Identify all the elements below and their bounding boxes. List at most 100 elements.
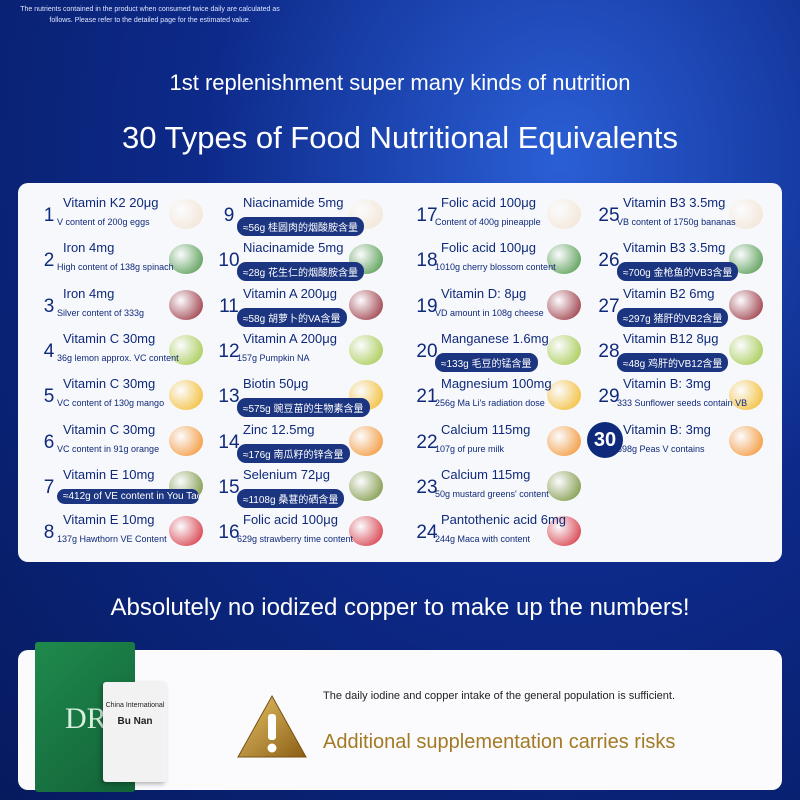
item-number: 15 bbox=[218, 476, 240, 498]
item-number: 10 bbox=[218, 250, 240, 272]
item-number: 6 bbox=[43, 431, 55, 453]
nutrient-item: 11 Vitamin A 200μg ≈58g 胡萝卜的VA含量 bbox=[215, 286, 395, 330]
food-equivalent: VB content of 1750g bananas bbox=[617, 217, 736, 227]
item-number: 25 bbox=[598, 205, 620, 226]
subtitle: 1st replenishment super many kinds of nu… bbox=[169, 70, 631, 95]
nutrient-item: 30 Vitamin B: 3mg 698g Peas V contains bbox=[587, 421, 775, 466]
nutrient-item: 6 Vitamin C 30mg VC content in 91g orange bbox=[35, 422, 215, 466]
nutrient-name: Vitamin B3 3.5mg bbox=[623, 240, 726, 256]
nutrient-name: Vitamin C 30mg bbox=[63, 330, 156, 346]
nutrient-item: 22 Calcium 115mg 107g of pure milk bbox=[413, 422, 593, 466]
booklet: China International Bu Nan bbox=[103, 682, 167, 782]
food-image bbox=[547, 470, 581, 501]
nutrient-name: Vitamin C 30mg bbox=[63, 376, 156, 392]
food-equivalent: 629g strawberry time content bbox=[237, 534, 354, 545]
food-image bbox=[547, 199, 581, 229]
nutrient-item: 21 Magnesium 100mg 256g Ma Li's radiation … bbox=[413, 376, 593, 420]
nutrient-name: Iron 4mg bbox=[63, 240, 115, 256]
food-equivalent: ≈58g 胡萝卜的VA含量 bbox=[237, 307, 347, 327]
food-equivalent: ≈700g 金枪鱼的VB3含量 bbox=[617, 262, 739, 282]
warning-text: Additional supplementation carries risks bbox=[323, 731, 676, 753]
item-number: 13 bbox=[218, 386, 240, 408]
food-image bbox=[349, 334, 383, 365]
banner: Absolutely no iodized copper to make up … bbox=[110, 594, 690, 621]
nutrient-name: Calcium 115mg bbox=[441, 466, 531, 482]
item-number: 20 bbox=[416, 340, 438, 362]
food-equivalent: VC content in 91g orange bbox=[57, 443, 160, 454]
item-number: 19 bbox=[416, 295, 438, 317]
nutrient-name: Vitamin B12 8μg bbox=[623, 330, 719, 346]
nutrient-name: Pantothenic acid 6mg bbox=[441, 512, 567, 528]
item-number: 4 bbox=[43, 340, 55, 362]
item-number: 24 bbox=[416, 522, 438, 544]
nutrient-item: 10 Niacinamide 5mg ≈28g 花生仁的烟酸胺含量 bbox=[215, 240, 395, 284]
item-number: 2 bbox=[43, 250, 55, 272]
item-number: 27 bbox=[598, 295, 620, 317]
food-image bbox=[169, 380, 203, 411]
food-equivalent: 36g lemon approx. VC content bbox=[57, 352, 179, 363]
food-image bbox=[547, 425, 581, 456]
nutrient-item: 7 Vitamin E 10mg ≈412g of VE content in Yo… bbox=[35, 467, 215, 511]
food-equivalent: ≈1108g 桑葚的硒含量 bbox=[237, 488, 345, 508]
food-image bbox=[729, 199, 763, 229]
food-image bbox=[169, 425, 203, 456]
food-image bbox=[349, 516, 383, 547]
nutrient-item: 26 Vitamin B3 3.5mg ≈700g 金枪鱼的VB3含量 bbox=[595, 240, 775, 284]
item-number: 26 bbox=[598, 250, 620, 272]
item-number: 11 bbox=[219, 295, 239, 317]
nutrient-item: 27 Vitamin B2 6mg ≈297g 猪肝的VB2含量 bbox=[595, 286, 775, 330]
nutrient-name: Folic acid 100μg bbox=[243, 512, 338, 528]
booklet-name: Bu Nan bbox=[117, 716, 153, 727]
nutrient-item: 9 Niacinamide 5mg ≈56g 桂圆肉的烟酸胺含量 bbox=[215, 195, 395, 239]
food-equivalent: ≈28g 花生仁的烟酸胺含量 bbox=[237, 262, 364, 282]
nutrient-item: 2 Iron 4mg High content of 138g spinach bbox=[35, 240, 215, 284]
nutrient-item: 3 Iron 4mg Silver content of 333g bbox=[35, 286, 215, 330]
statement: The daily iodine and copper intake of th… bbox=[323, 690, 676, 702]
food-image bbox=[349, 470, 383, 501]
item-number: 29 bbox=[598, 386, 620, 408]
food-equivalent: V content of 200g eggs bbox=[57, 217, 150, 227]
nutrient-name: Zinc 12.5mg bbox=[243, 421, 315, 437]
item-number: 21 bbox=[416, 386, 438, 408]
food-image bbox=[729, 380, 763, 411]
food-equivalent: Content of 400g pineapple bbox=[435, 217, 541, 227]
nutrient-name: Niacinamide 5mg bbox=[243, 195, 344, 210]
nutrient-name: Vitamin B3 3.5mg bbox=[623, 195, 726, 210]
food-image bbox=[729, 289, 763, 320]
nutrient-item: 8 Vitamin E 10mg 137g Hawthorn VE Content bbox=[35, 512, 215, 556]
book-cover-text: DR bbox=[65, 702, 107, 735]
nutrient-name: Folic acid 100μg bbox=[441, 195, 536, 210]
food-image bbox=[169, 516, 203, 547]
food-image bbox=[547, 289, 581, 320]
food-equivalent: 137g Hawthorn VE Content bbox=[57, 534, 167, 545]
food-equivalent: 107g of pure milk bbox=[435, 443, 505, 454]
food-equivalent: 698g Peas V contains bbox=[617, 443, 705, 454]
nutrient-name: Iron 4mg bbox=[63, 285, 115, 301]
nutrient-name: Vitamin C 30mg bbox=[63, 421, 156, 437]
nutrient-name: Vitamin B: 3mg bbox=[623, 421, 711, 437]
nutrient-item: 16 Folic acid 100μg 629g strawberry time c… bbox=[215, 512, 395, 556]
food-image bbox=[729, 334, 763, 365]
food-equivalent: ≈133g 毛豆的锰含量 bbox=[435, 352, 538, 372]
item-number: 9 bbox=[223, 205, 235, 226]
food-image bbox=[349, 425, 383, 456]
food-image bbox=[547, 516, 581, 547]
nutrient-name: Vitamin A 200μg bbox=[243, 285, 337, 301]
item-number: 1 bbox=[43, 205, 55, 226]
food-equivalent: 1010g cherry blossom content bbox=[435, 262, 556, 273]
nutrient-name: Vitamin B: 3mg bbox=[623, 376, 711, 392]
food-equivalent: ≈56g 桂圆肉的烟酸胺含量 bbox=[237, 217, 364, 236]
food-equivalent: ≈412g of VE content in You Tao bbox=[57, 488, 199, 504]
food-equivalent: ≈48g 鸡肝的VB12含量 bbox=[617, 352, 729, 372]
food-equivalent: 333 Sunflower seeds contain VB bbox=[617, 398, 747, 409]
item-number: 28 bbox=[598, 340, 620, 362]
nutrient-name: Vitamin A 200μg bbox=[243, 330, 337, 346]
item-number: 14 bbox=[218, 431, 240, 453]
nutrient-item: 25 Vitamin B3 3.5mg VB content of 1750g ba… bbox=[595, 195, 775, 239]
item-number: 22 bbox=[416, 431, 438, 453]
food-image bbox=[169, 334, 203, 365]
food-equivalent: High content of 138g spinach bbox=[57, 262, 174, 273]
food-equivalent: 256g Ma Li's radiation dose bbox=[435, 398, 545, 409]
food-equivalent: ≈297g 猪肝的VB2含量 bbox=[617, 307, 729, 327]
item-number: 23 bbox=[416, 476, 438, 498]
